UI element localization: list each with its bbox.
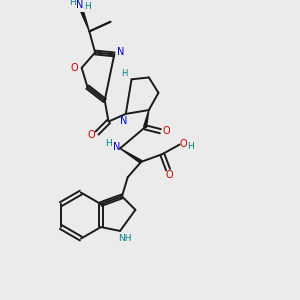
Text: H: H	[84, 2, 91, 11]
Text: H: H	[105, 139, 112, 148]
Text: N: N	[112, 142, 120, 152]
Text: O: O	[162, 126, 170, 136]
Text: O: O	[70, 63, 78, 73]
Text: H: H	[121, 69, 127, 78]
Text: N: N	[117, 47, 125, 58]
Polygon shape	[80, 10, 89, 32]
Text: O: O	[88, 130, 95, 140]
Text: H: H	[187, 142, 194, 151]
Text: N: N	[76, 0, 83, 10]
Text: NH: NH	[118, 234, 132, 243]
Text: O: O	[180, 139, 187, 148]
Polygon shape	[144, 110, 149, 128]
Text: N: N	[120, 116, 128, 126]
Text: H: H	[69, 0, 76, 7]
Polygon shape	[120, 148, 142, 163]
Text: O: O	[165, 170, 173, 180]
